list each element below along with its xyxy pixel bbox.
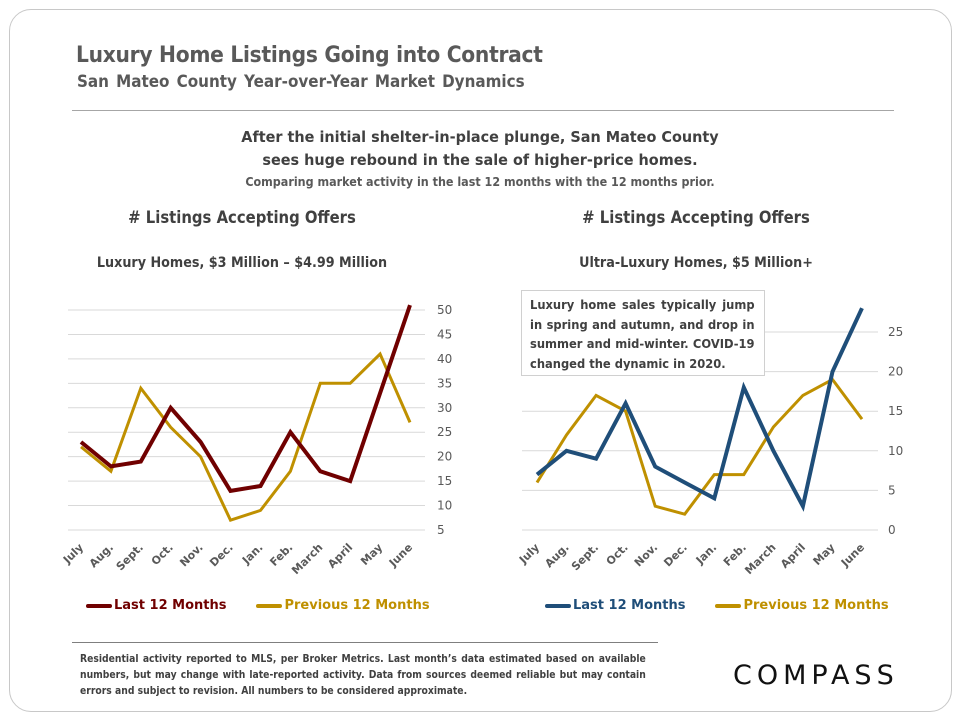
x-tick-label: Nov. [177,541,205,569]
x-tick-label: March [742,541,778,577]
y-tick-label: 5 [888,483,896,497]
x-tick-label: Nov. [632,541,660,569]
x-tick-label: March [289,541,325,577]
footnote-text: Residential activity reported to MLS, pe… [80,653,646,697]
left-chart: 5 10 15 20 25 30 35 40 45 50 July Aug.Sept. Oct. Nov.… [60,303,452,577]
x-tick-label: Jan. [693,541,720,568]
legend-swatch-last-12 [86,603,112,608]
x-tick-label: Jan. [239,541,266,568]
y-tick-label: 15 [888,404,903,418]
y-tick-label: 35 [437,376,452,390]
legend-label-last-12: Last 12 Months [114,598,227,613]
series-line-previous-12-months [80,351,412,523]
x-tick-label: Dec. [661,541,689,569]
page-subtitle: San Mateo County Year-over-Year Market D… [77,72,525,91]
x-tick-label: Oct. [149,541,176,568]
legend-swatch-last-12 [545,603,571,608]
headline-line-2: sees huge rebound in the sale of higher-… [262,151,698,169]
y-tick-label: 15 [437,474,452,488]
footnote-divider [72,642,658,643]
x-tick-label: Sept. [569,541,601,573]
x-tick-label: Dec. [207,541,235,569]
headline-line-1: After the initial shelter-in-place plung… [241,128,719,146]
x-tick-label: April [778,541,808,571]
footnote: Residential activity reported to MLS, pe… [80,651,646,699]
legend-label-previous-12: Previous 12 Months [743,598,889,613]
right-chart-title: # Listings Accepting Offers [582,208,810,227]
x-tick-label: July [516,541,542,567]
y-tick-label: 40 [437,352,452,366]
y-tick-label: 10 [888,444,903,458]
legend-swatch-previous-12 [715,603,742,608]
y-tick-label: 50 [437,303,452,317]
x-tick-label: May [811,541,838,568]
y-tick-label: 25 [437,425,452,439]
headline-caption: Comparing market activity in the last 12… [245,175,715,189]
page-title: Luxury Home Listings Going into Contract [76,43,543,68]
y-tick-label: 45 [437,327,452,341]
series-line-previous-12-months [535,377,864,516]
compass-logo: COMPASS [733,660,899,691]
series-line-last-12-months [79,304,412,494]
series-line-last-12-months [535,307,864,512]
left-chart-legend: Last 12 Months Previous 12 Months [86,598,460,613]
title-divider [72,110,894,111]
legend-label-previous-12: Previous 12 Months [284,598,430,613]
x-tick-label: Oct. [604,541,631,568]
left-chart-subtitle: Luxury Homes, $3 Million – $4.99 Million [96,255,388,271]
x-tick-label: Aug. [87,541,116,570]
legend-item-previous-12: Previous 12 Months [715,598,889,613]
left-chart-title: # Listings Accepting Offers [128,208,356,227]
y-tick-label: 30 [437,401,452,415]
x-tick-label: June [838,541,867,570]
y-tick-label: 25 [888,325,903,339]
right-chart-subtitle: Ultra-Luxury Homes, $5 Million+ [579,255,813,271]
x-tick-label: July [60,541,86,567]
x-tick-label: May [358,541,385,568]
y-tick-label: 10 [437,499,452,513]
x-tick-label: June [386,541,415,570]
y-tick-label: 0 [888,523,896,537]
y-tick-label: 5 [437,523,445,537]
legend-item-previous-12: Previous 12 Months [256,598,430,613]
right-chart-legend: Last 12 Months Previous 12 Months [545,598,919,613]
legend-item-last-12: Last 12 Months [545,598,685,613]
x-tick-label: April [325,541,355,571]
annotation-text: Luxury home sales typically jump in spri… [530,297,755,371]
y-tick-label: 20 [437,450,452,464]
x-tick-label: Aug. [542,541,571,570]
x-tick-label: Sept. [114,541,146,573]
legend-swatch-previous-12 [256,603,283,608]
legend-label-last-12: Last 12 Months [573,598,686,613]
annotation-box: Luxury home sales typically jump in spri… [521,290,765,376]
slide-card [9,9,952,712]
y-tick-label: 20 [888,365,903,379]
legend-item-last-12: Last 12 Months [86,598,226,613]
